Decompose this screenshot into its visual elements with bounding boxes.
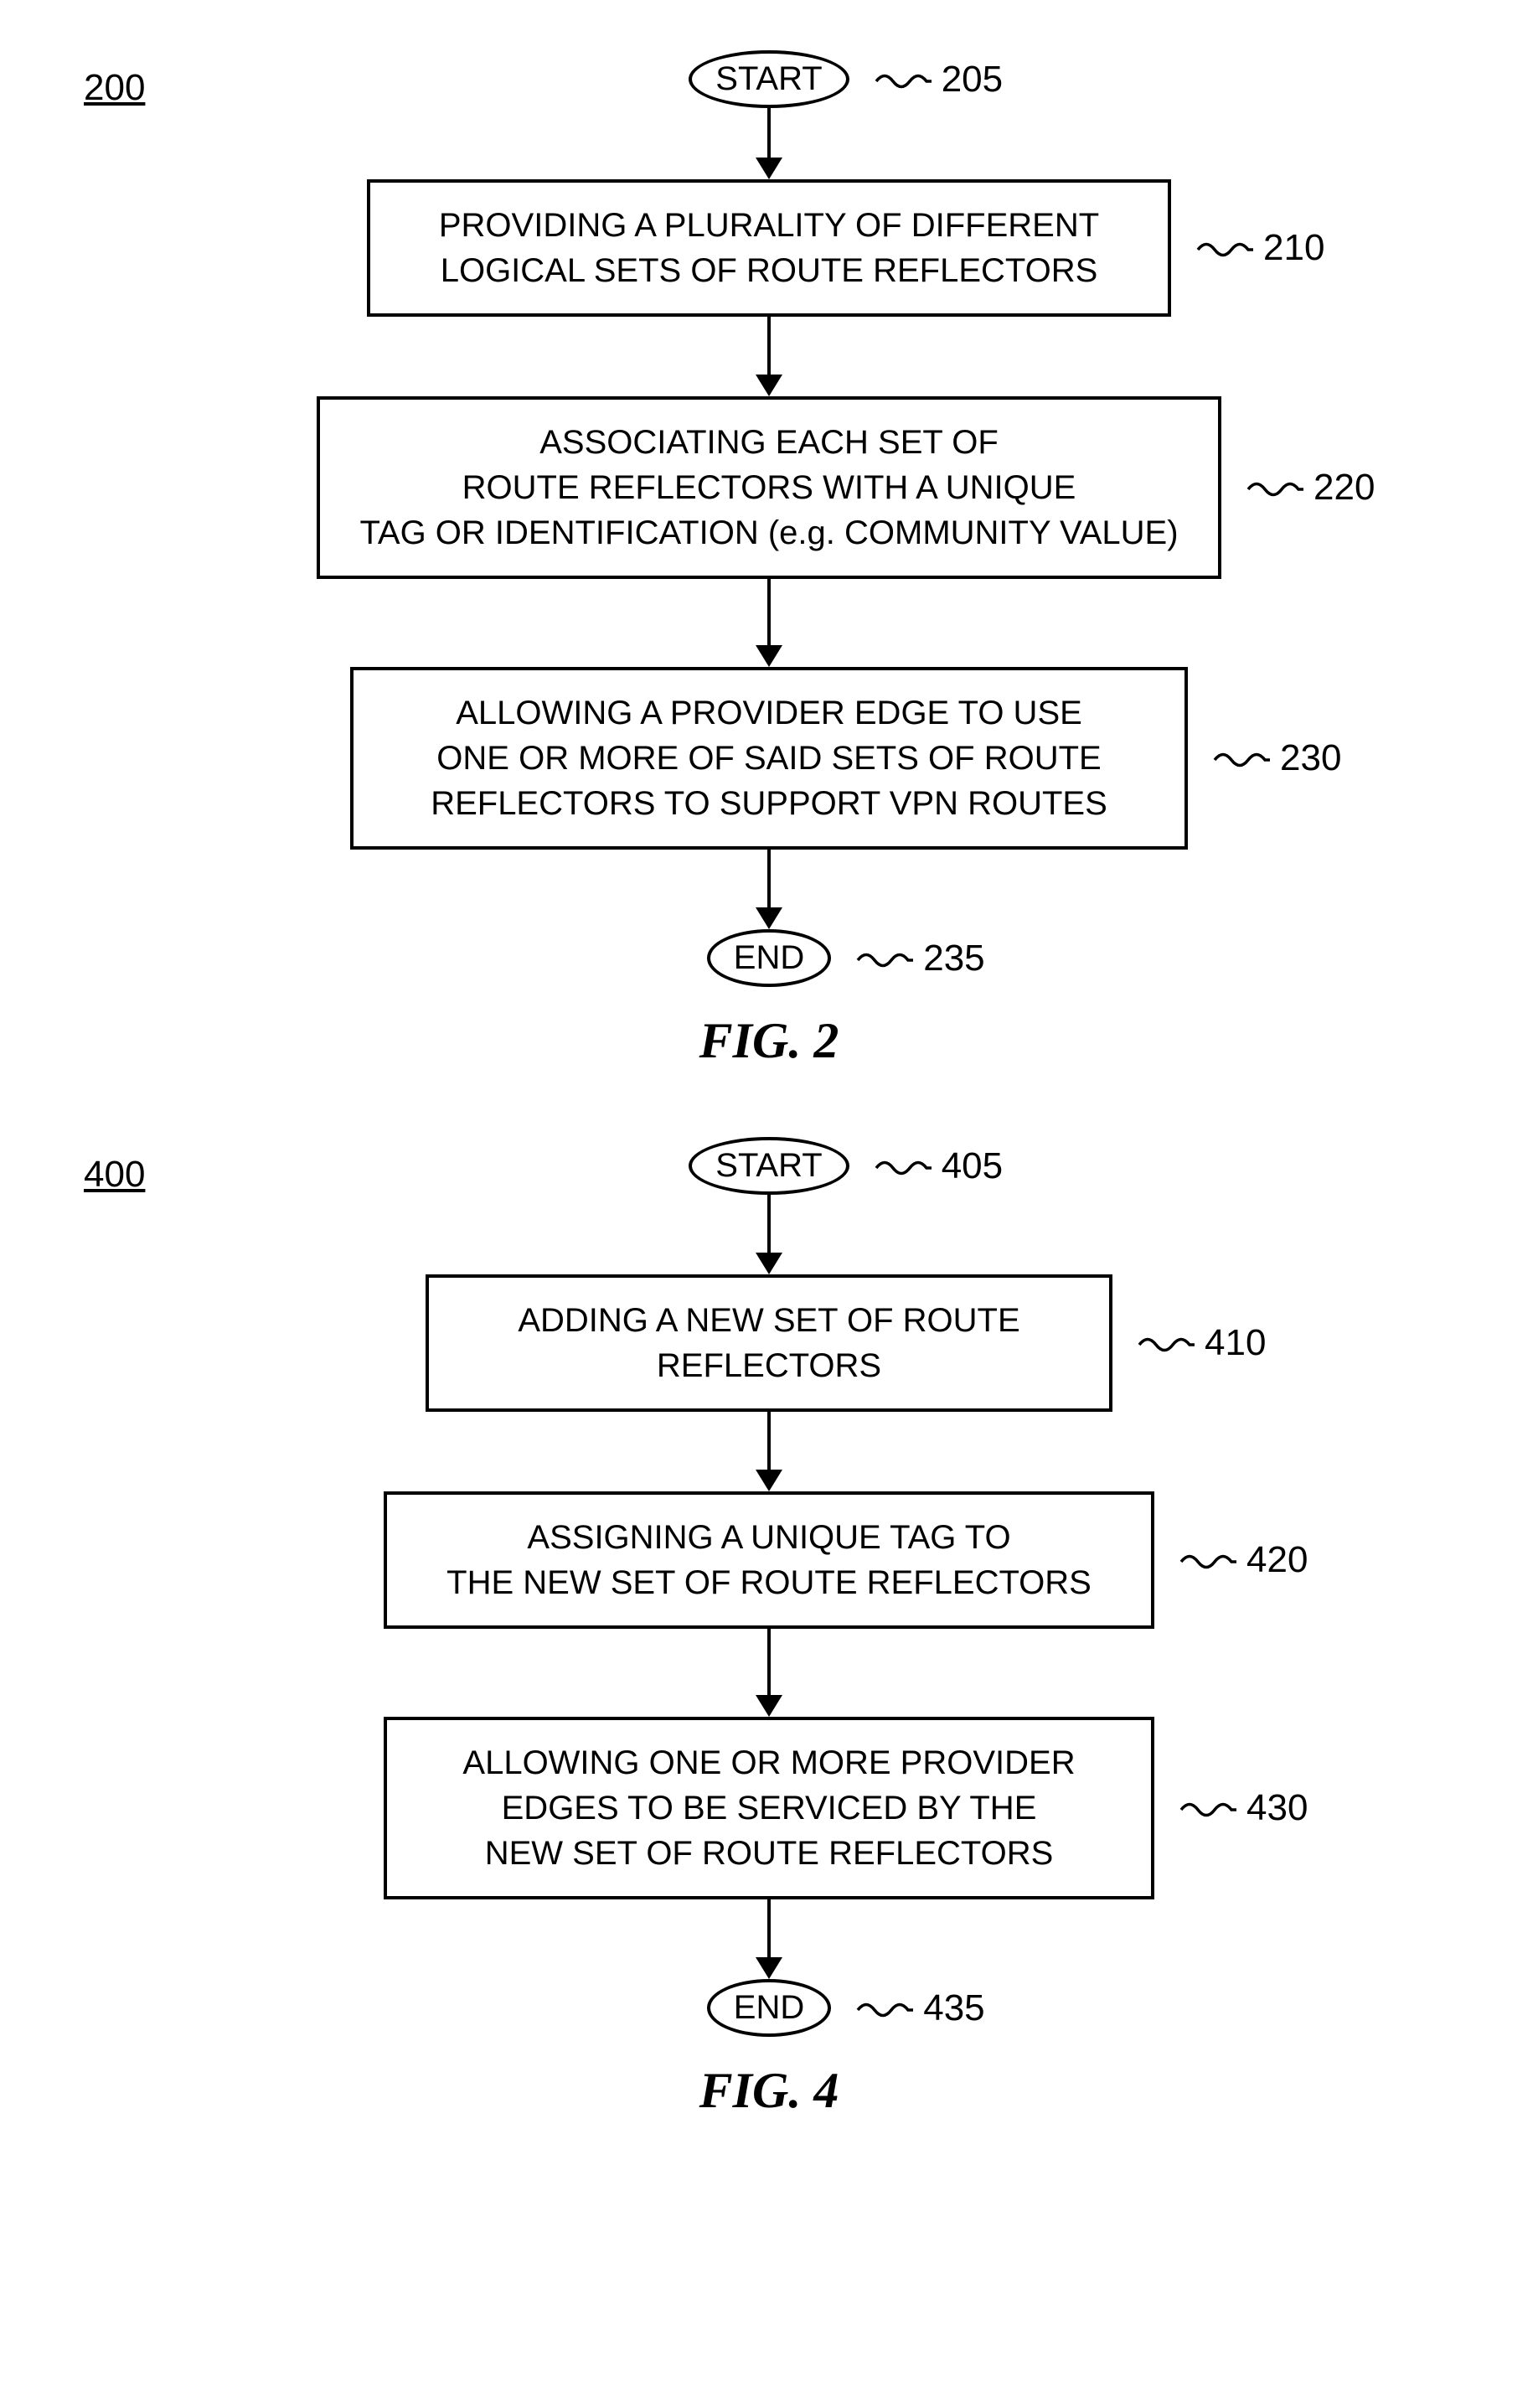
node-text-line: NEW SET OF ROUTE REFLECTORS — [485, 1835, 1054, 1872]
reference-label: 410 — [1138, 1322, 1266, 1364]
figure-caption: FIG. 2 — [34, 1012, 1504, 1070]
reference-number: 430 — [1246, 1787, 1308, 1828]
process-node: ALLOWING A PROVIDER EDGE TO USE ONE OR MO… — [350, 667, 1188, 850]
figure-number: 200 — [84, 67, 145, 109]
reference-number: 210 — [1263, 227, 1324, 268]
node-text-line: START — [715, 60, 822, 97]
flowchart: 400 START 405 ADDING A NEW SET OF ROUTE REF… — [34, 1137, 1504, 2120]
terminator-node: START 205 — [689, 50, 849, 108]
flow-arrow — [756, 850, 782, 929]
reference-label: 210 — [1196, 227, 1324, 269]
node-text-line: REFLECTORS TO SUPPORT VPN ROUTES — [431, 785, 1107, 822]
reference-number: 420 — [1246, 1539, 1308, 1580]
node-box: ASSIGNING A UNIQUE TAG TO THE NEW SET OF … — [384, 1491, 1154, 1629]
reference-label: 235 — [856, 938, 984, 979]
reference-label: 405 — [875, 1145, 1003, 1187]
reference-label: 205 — [875, 59, 1003, 101]
node-text-line: ONE OR MORE OF SAID SETS OF ROUTE — [436, 740, 1101, 777]
reference-number: 230 — [1280, 737, 1341, 778]
node-box: START — [689, 50, 849, 108]
node-box: START — [689, 1137, 849, 1195]
node-text-line: ROUTE REFLECTORS WITH A UNIQUE — [462, 469, 1076, 506]
reference-number: 205 — [942, 59, 1003, 100]
terminator-node: START 405 — [689, 1137, 849, 1195]
node-text-line: REFLECTORS — [657, 1347, 881, 1384]
node-text-line: LOGICAL SETS OF ROUTE REFLECTORS — [441, 252, 1098, 289]
process-node: ADDING A NEW SET OF ROUTEREFLECTORS 410 — [426, 1274, 1112, 1412]
node-box: ASSOCIATING EACH SET OF ROUTE REFLECTORS … — [317, 396, 1221, 579]
process-node: PROVIDING A PLURALITY OF DIFFERENT LOGICA… — [367, 179, 1171, 317]
node-text-line: ALLOWING ONE OR MORE PROVIDER — [462, 1744, 1075, 1781]
node-box: ALLOWING A PROVIDER EDGE TO USE ONE OR MO… — [350, 667, 1188, 850]
node-text-line: ASSOCIATING EACH SET OF — [539, 424, 999, 461]
reference-label: 430 — [1179, 1787, 1308, 1829]
process-node: ALLOWING ONE OR MORE PROVIDER EDGES TO BE… — [384, 1717, 1154, 1899]
process-node: ASSOCIATING EACH SET OF ROUTE REFLECTORS … — [317, 396, 1221, 579]
flowchart: 200 START 205 PROVIDING A PLURALITY OF DIF… — [34, 50, 1504, 1070]
node-box: END — [707, 929, 831, 987]
reference-number: 435 — [923, 1987, 984, 2028]
node-text-line: ADDING A NEW SET OF ROUTE — [518, 1302, 1019, 1339]
reference-number: 220 — [1313, 467, 1375, 508]
node-text-line: END — [734, 939, 804, 976]
node-text-line: END — [734, 1989, 804, 2026]
reference-label: 435 — [856, 1987, 984, 2029]
reference-label: 220 — [1246, 467, 1375, 509]
node-box: ALLOWING ONE OR MORE PROVIDER EDGES TO BE… — [384, 1717, 1154, 1899]
node-text-line: THE NEW SET OF ROUTE REFLECTORS — [446, 1564, 1092, 1601]
node-box: END — [707, 1979, 831, 2037]
flow-arrow — [756, 108, 782, 179]
terminator-node: END 435 — [707, 1979, 831, 2037]
reference-number: 410 — [1205, 1322, 1266, 1363]
flow-arrow — [756, 1899, 782, 1979]
node-text-line: TAG OR IDENTIFICATION (e.g. COMMUNITY VA… — [359, 514, 1178, 551]
reference-label: 230 — [1213, 737, 1341, 779]
flow-arrow — [756, 579, 782, 667]
node-text-line: START — [715, 1147, 822, 1184]
flow-arrow — [756, 1195, 782, 1274]
node-text-line: EDGES TO BE SERVICED BY THE — [502, 1790, 1037, 1827]
flow-arrow — [756, 1412, 782, 1491]
flow-arrow — [756, 1629, 782, 1717]
reference-number: 235 — [923, 938, 984, 979]
node-box: PROVIDING A PLURALITY OF DIFFERENT LOGICA… — [367, 179, 1171, 317]
flow-arrow — [756, 317, 782, 396]
node-box: ADDING A NEW SET OF ROUTE REFLECTORS — [426, 1274, 1112, 1412]
figure-caption: FIG. 4 — [34, 2062, 1504, 2120]
node-text-line: ASSIGNING A UNIQUE TAG TO — [527, 1519, 1010, 1556]
reference-number: 405 — [942, 1145, 1003, 1186]
reference-label: 420 — [1179, 1539, 1308, 1581]
node-text-line: PROVIDING A PLURALITY OF DIFFERENT — [439, 207, 1099, 244]
terminator-node: END 235 — [707, 929, 831, 987]
figure-number: 400 — [84, 1154, 145, 1196]
node-text-line: ALLOWING A PROVIDER EDGE TO USE — [456, 695, 1082, 731]
process-node: ASSIGNING A UNIQUE TAG TO THE NEW SET OF … — [384, 1491, 1154, 1629]
